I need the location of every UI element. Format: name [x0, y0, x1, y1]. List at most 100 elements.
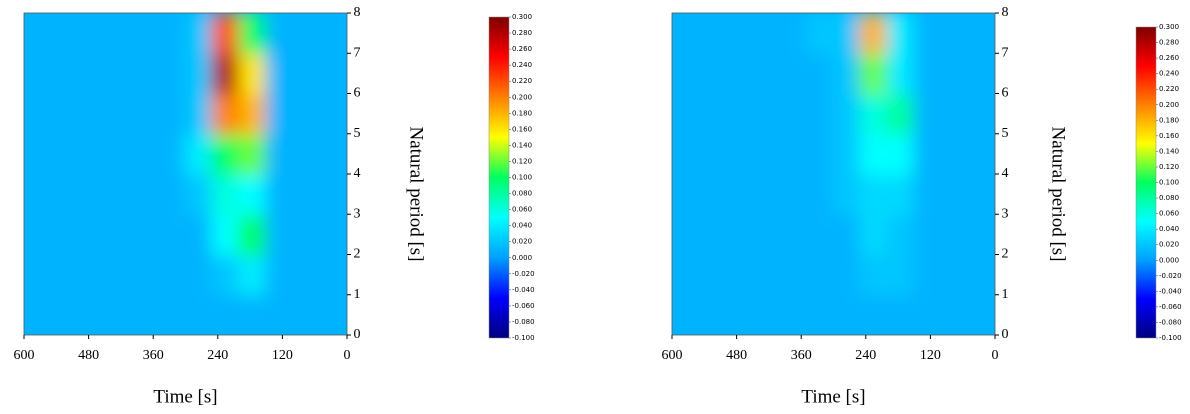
heatmap-cell: [76, 132, 106, 175]
colorbar-tick-label: 0.120: [512, 157, 532, 165]
heatmap-cell: [913, 253, 943, 296]
heatmap-cell: [76, 92, 106, 135]
heatmap-cell: [859, 293, 889, 335]
heatmap-cell: [265, 132, 295, 175]
heatmap-cell: [778, 293, 808, 335]
colorbar-tick-label: 0.100: [512, 174, 532, 182]
x-tick-label: 600: [662, 348, 683, 363]
x-tick-label: 240: [207, 348, 228, 363]
heatmap-cell: [103, 253, 133, 296]
x-tick-label: 360: [143, 348, 164, 363]
heatmap-cell: [859, 213, 889, 256]
heatmap-cell: [103, 293, 133, 335]
heatmap-cell: [832, 173, 862, 216]
x-tick-label: 0: [992, 348, 999, 363]
heatmap-cell: [940, 52, 970, 95]
heatmap-cell: [157, 293, 187, 335]
y-tick-label: 1: [1002, 287, 1009, 302]
colorbar-tick-label: 0.160: [1159, 132, 1179, 140]
x-tick-label: 120: [920, 348, 941, 363]
heatmap-cell: [886, 173, 916, 216]
heatmap-cell: [103, 92, 133, 135]
y-tick-label: 3: [354, 206, 361, 221]
plot-area: [24, 13, 347, 335]
heatmap-cell: [832, 13, 862, 55]
y-tick-label: 2: [354, 247, 361, 262]
colorbar-tick-label: -0.020: [512, 270, 535, 278]
x-tick-label: 120: [272, 348, 293, 363]
heatmap-cell: [859, 132, 889, 175]
heatmap-cell: [940, 13, 970, 55]
heatmap-cell: [76, 293, 106, 335]
heatmap-cell: [886, 132, 916, 175]
heatmap-cell: [49, 173, 79, 216]
heatmap-cell: [238, 132, 268, 175]
heatmap-cell: [832, 213, 862, 256]
heatmap-cell: [724, 173, 754, 216]
colorbar-tick-label: 0.180: [1159, 116, 1179, 124]
heatmap-cell: [778, 92, 808, 135]
heatmap-cell: [238, 173, 268, 216]
heatmap-cell: [859, 253, 889, 296]
heatmap-cell: [292, 213, 322, 256]
heatmap-cell: [697, 253, 727, 296]
heatmap-cell: [319, 132, 347, 175]
heatmap-cell: [724, 253, 754, 296]
colorbar-tick-label: 0.200: [512, 93, 532, 101]
heatmap-cell: [49, 293, 79, 335]
heatmap-cell: [130, 213, 160, 256]
heatmap-cell: [130, 92, 160, 135]
heatmap-cell: [319, 173, 347, 216]
heatmap-cell: [157, 213, 187, 256]
heatmap-cell: [49, 132, 79, 175]
colorbar-tick-label: 0.180: [512, 109, 532, 117]
heatmap-cell: [913, 213, 943, 256]
heatmap-cells: [24, 13, 347, 335]
heatmap-cell: [672, 213, 700, 256]
heatmap-cell: [886, 253, 916, 296]
heatmap-cell: [967, 13, 995, 55]
heatmap-cell: [184, 213, 214, 256]
heatmap-cell: [967, 92, 995, 135]
y-tick-label: 6: [354, 86, 361, 101]
heatmap-cell: [103, 213, 133, 256]
y-tick-label: 5: [1002, 126, 1009, 141]
heatmap-cell: [211, 13, 241, 55]
heatmap-cell: [724, 92, 754, 135]
colorbar-tick-label: 0.000: [1159, 256, 1179, 264]
heatmap-cell: [967, 173, 995, 216]
heatmap-cell: [211, 253, 241, 296]
x-axis-label: Time [s]: [153, 386, 217, 407]
heatmap-cell: [292, 52, 322, 95]
heatmap-cell: [724, 293, 754, 335]
colorbar-tick-label: 0.200: [1159, 101, 1179, 109]
heatmap-cell: [265, 52, 295, 95]
heatmap-cell: [778, 253, 808, 296]
heatmap-cell: [24, 13, 52, 55]
heatmap-cell: [672, 293, 700, 335]
heatmap-cell: [265, 213, 295, 256]
heatmap-cell: [184, 173, 214, 216]
heatmap-cell: [697, 132, 727, 175]
heatmap-cell: [697, 52, 727, 95]
colorbar-tick-label: -0.040: [512, 286, 535, 294]
y-tick-label: 2: [1002, 247, 1009, 262]
heatmap-cell: [292, 13, 322, 55]
y-tick-label: 1: [354, 287, 361, 302]
colorbar-tick-label: 0.300: [512, 13, 532, 21]
heatmap-cell: [886, 213, 916, 256]
colorbar-tick-label: -0.100: [512, 334, 535, 342]
heatmap-cell: [49, 13, 79, 55]
heatmap-cell: [238, 253, 268, 296]
heatmap-cell: [24, 132, 52, 175]
y-tick-label: 3: [1002, 206, 1009, 221]
y-tick-label: 4: [1002, 166, 1009, 181]
y-tick-label: 6: [1002, 86, 1009, 101]
heatmap-cell: [832, 253, 862, 296]
heatmap-cell: [967, 213, 995, 256]
heatmap-cell: [76, 213, 106, 256]
heatmap-cell: [859, 92, 889, 135]
heatmap-cell: [265, 13, 295, 55]
colorbar-tick-label: 0.280: [1159, 39, 1179, 47]
heatmap-cell: [103, 173, 133, 216]
